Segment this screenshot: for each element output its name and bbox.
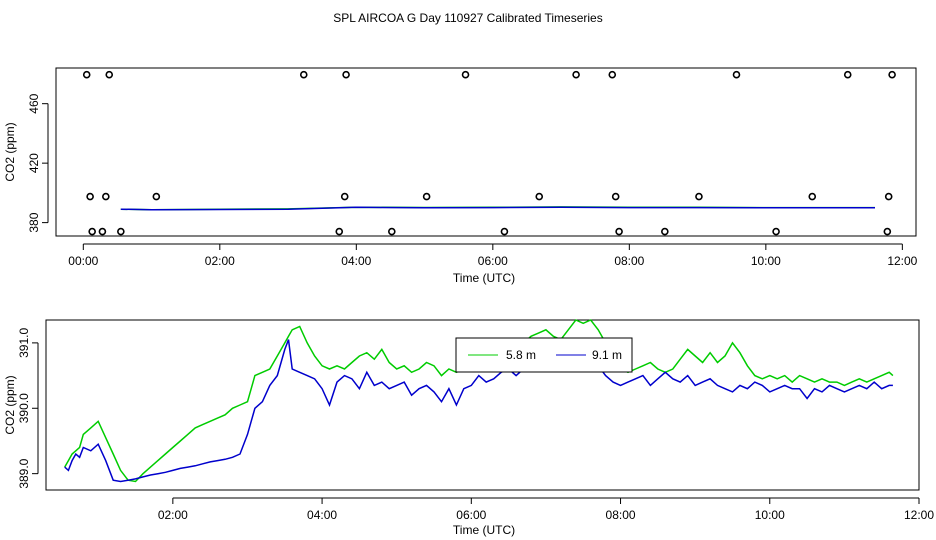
y-axis-label-bottom: CO2 (ppm) [3,375,17,434]
data-point-16 [611,192,620,201]
x-axis-top: 00:00 02:00 04:00 06:00 08:00 10:00 12:00 [68,243,918,268]
panel-top: 00:00 02:00 04:00 06:00 08:00 10:00 12:00 380 4… [3,67,918,285]
plot-frame-top [55,67,917,237]
y-tick-label-1-1: 390.0 [17,393,31,423]
data-point-22 [117,227,125,236]
y-axis-label-top: CO2 (ppm) [3,122,17,181]
x-tick-label-0-2: 04:00 [341,254,371,268]
data-point-24 [388,227,396,236]
data-point-0 [82,70,91,79]
y-tick-label-1-0: 389.0 [17,458,31,488]
x-tick-label-1-2: 06:00 [456,508,486,522]
x-tick-label-1-5: 12:00 [904,508,934,522]
y-tick-label-0-1: 420 [27,153,41,173]
chart-title: SPL AIRCOA G Day 110927 Calibrated Times… [333,11,602,25]
x-tick-label-0-6: 12:00 [887,254,917,268]
legend-label-5-8m: 5.8 m [506,348,536,362]
data-point-11 [102,192,110,201]
y-tick-label-0-0: 380 [27,212,41,232]
legend: 5.8 m 9.1 m [455,337,633,373]
data-point-2 [299,70,308,79]
data-point-14 [422,192,431,201]
data-point-6 [608,70,617,79]
data-point-13 [340,192,349,201]
data-point-28 [772,227,780,236]
data-point-18 [808,192,817,201]
y-tick-label-1-2: 391.0 [17,328,31,358]
data-point-9 [888,70,896,79]
y-tick-label-0-2: 460 [27,93,41,113]
data-point-3 [342,70,350,79]
data-point-23 [335,227,344,236]
data-point-4 [461,70,470,79]
data-point-20 [88,227,96,236]
data-point-27 [661,227,669,236]
data-point-8 [843,70,852,79]
x-tick-label-0-1: 02:00 [205,254,235,268]
x-tick-label-0-4: 08:00 [614,254,644,268]
legend-label-9-1m: 9.1 m [592,348,622,362]
x-axis-bottom: 02:00 04:00 06:00 08:00 10:00 12:00 [158,497,934,522]
data-point-15 [535,192,544,201]
x-tick-label-1-0: 02:00 [158,508,188,522]
data-point-21 [98,227,107,236]
series-line-1-1 [64,339,893,483]
x-axis-label-bottom: Time (UTC) [453,523,515,537]
panel-bottom: 02:00 04:00 06:00 08:00 10:00 12:00 389.0 390.… [3,319,934,537]
data-point-10 [86,192,94,201]
data-point-19 [884,192,893,201]
x-tick-label-1-1: 04:00 [307,508,337,522]
y-axis-bottom: 389.0 390.0 391.0 [17,328,39,489]
data-point-5 [572,70,580,79]
series-top [120,206,875,211]
x-tick-label-0-3: 06:00 [478,254,508,268]
data-point-12 [152,192,161,201]
series-line-0-1 [120,206,875,211]
plot-frame-bottom [45,319,920,491]
data-point-1 [105,70,114,79]
data-point-29 [883,227,892,236]
x-tick-label-1-3: 08:00 [606,508,636,522]
data-point-25 [500,227,509,236]
x-tick-label-0-0: 00:00 [68,254,98,268]
data-point-26 [615,227,623,236]
x-tick-label-0-5: 10:00 [751,254,781,268]
x-axis-label-top: Time (UTC) [453,271,515,285]
x-tick-label-1-4: 10:00 [755,508,785,522]
data-point-17 [695,192,703,201]
y-axis-top: 380 420 460 [27,93,49,233]
points-top [82,70,896,236]
data-point-7 [732,70,741,79]
